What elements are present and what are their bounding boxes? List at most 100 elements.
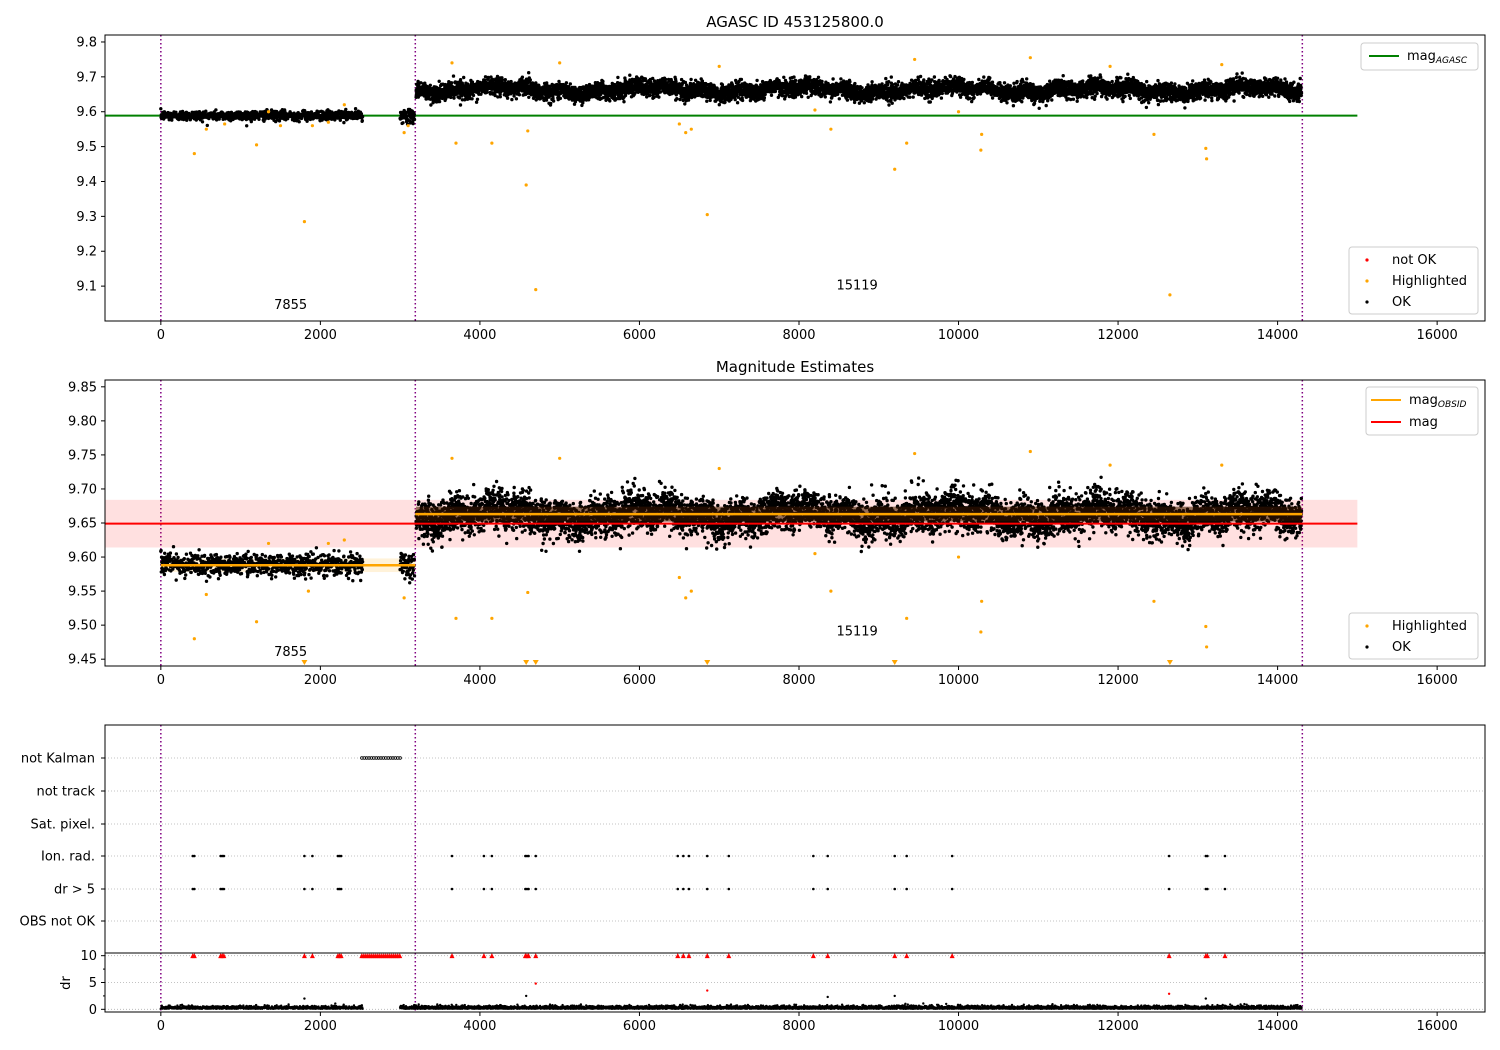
highlighted-point: [450, 456, 454, 460]
x-tick-label: 0: [157, 673, 165, 688]
flag-point: [490, 854, 494, 858]
flag-point: [676, 854, 680, 858]
dr-red-point: [706, 989, 709, 992]
highlighted-point: [254, 143, 259, 147]
highlighted-point: [684, 131, 688, 135]
x-tick-label: 6000: [623, 1019, 656, 1034]
legend-label-highlighted: Highlighted: [1392, 619, 1467, 634]
flag-point: [905, 887, 908, 891]
magnitude-panel: Magnitude Estimates 7855 15119 0 2000 4000 6…: [68, 358, 1486, 688]
legend-label-ok: OK: [1392, 640, 1411, 655]
dr-plot-area: [105, 953, 1485, 1012]
legend-mag-label: mag: [1409, 415, 1438, 430]
dr-outlier-point: [893, 994, 896, 998]
legend-label-ok: OK: [1392, 295, 1411, 310]
legend-marker-not-ok: [1365, 258, 1369, 262]
dr-x-axis: 0 2000 4000 6000 8000 10000 12000 14000 16000: [157, 1012, 1458, 1034]
flag-point: [826, 887, 830, 891]
highlighted-point: [905, 616, 909, 620]
x-tick-label: 16000: [1416, 1019, 1457, 1034]
y-tick-label: 9.75: [68, 448, 97, 463]
x-tick-label: 10000: [938, 328, 979, 343]
highlighted-point: [1205, 645, 1209, 649]
legend-box: [1360, 42, 1479, 71]
flags-panel: not Kalman not track Sat. pixel. Ion. rad. d…: [20, 724, 1486, 954]
highlighted-point: [310, 124, 314, 128]
flag-point: [687, 854, 691, 858]
y-tick-label: 9.45: [68, 653, 97, 668]
highlighted-point: [204, 127, 208, 131]
x-tick-label: 10000: [938, 673, 979, 688]
highlighted-point: [913, 451, 917, 456]
y-tick-label: 9.8: [76, 35, 97, 50]
highlighted-point: [689, 589, 693, 593]
x-tick-label: 2000: [304, 673, 337, 688]
highlighted-point: [254, 620, 259, 624]
magnitude-plot-area: 7855 15119: [105, 380, 1358, 666]
dr-clipped-marker: [825, 953, 831, 959]
flag-point: [826, 854, 830, 858]
highlighted-point: [1028, 449, 1032, 454]
y-tick-label: 9.55: [68, 585, 97, 600]
dr-red-point: [534, 982, 537, 985]
dr-clipped-marker: [704, 953, 710, 959]
y-tick-label: 9.3: [76, 210, 97, 225]
flag-point: [812, 854, 815, 858]
dr-clipped-marker: [309, 953, 315, 959]
highlighted-point: [1168, 293, 1172, 297]
highlighted-point: [956, 110, 961, 114]
dr-points: [159, 1002, 1303, 1010]
flag-point: [905, 854, 908, 858]
flag-point: [676, 887, 680, 891]
highlighted-point: [1152, 132, 1156, 137]
flag-point: [450, 887, 454, 891]
x-tick-label: 14000: [1257, 673, 1298, 688]
flag-point: [687, 887, 691, 891]
legend-mag-agasc-label: magAGASC: [1407, 49, 1468, 66]
flag-point: [490, 887, 494, 891]
highlighted-point: [829, 127, 833, 131]
highlighted-point: [684, 596, 688, 600]
highlighted-point: [1204, 146, 1208, 150]
legend-box: [1348, 246, 1479, 315]
y-tick-label: 9.60: [68, 551, 97, 566]
x-tick-label: 16000: [1416, 328, 1457, 343]
x-tick-label: 8000: [782, 1019, 815, 1034]
dr-clipped-marker: [675, 953, 681, 959]
highlighted-point: [979, 630, 983, 634]
flag-point: [482, 887, 486, 891]
flag-point: [339, 887, 343, 891]
highlighted-point: [306, 589, 311, 593]
y-tick-label: 9.4: [76, 175, 97, 190]
highlighted-point: [980, 599, 984, 603]
highlighted-point: [813, 552, 817, 556]
x-tick-label: 2000: [304, 1019, 337, 1034]
highlighted-point: [192, 151, 196, 156]
highlighted-point: [905, 141, 909, 145]
flag-point: [450, 854, 454, 858]
highlighted-point: [677, 575, 681, 580]
flag-point: [222, 887, 226, 891]
flag-row-label: not Kalman: [21, 752, 95, 767]
x-tick-label: 0: [157, 1019, 165, 1034]
flag-point: [1223, 887, 1227, 891]
highlighted-point: [956, 555, 961, 559]
agasc-x-axis: 0 2000 4000 6000 8000 10000 12000 14000 16000: [157, 321, 1458, 343]
highlighted-point: [524, 183, 528, 187]
flag-point: [893, 854, 897, 858]
highlighted-point: [829, 589, 833, 593]
dr-clipped-marker: [686, 953, 692, 959]
obsid-label: 7855: [274, 645, 307, 660]
x-tick-label: 4000: [463, 328, 496, 343]
highlighted-point: [893, 167, 897, 171]
agasc-panel: AGASC ID 453125800.0 7855 15119 0 2000 4000…: [76, 13, 1486, 343]
highlighted-point: [266, 541, 271, 546]
highlighted-point: [326, 120, 330, 124]
flag-point: [534, 887, 538, 891]
below-range-marker: [301, 660, 308, 665]
highlighted-point: [1108, 64, 1112, 68]
dr-clipped-marker: [1204, 953, 1210, 959]
highlighted-point: [204, 592, 208, 597]
obsid-label: 15119: [836, 624, 877, 639]
legend-label-not-ok: not OK: [1392, 253, 1437, 268]
